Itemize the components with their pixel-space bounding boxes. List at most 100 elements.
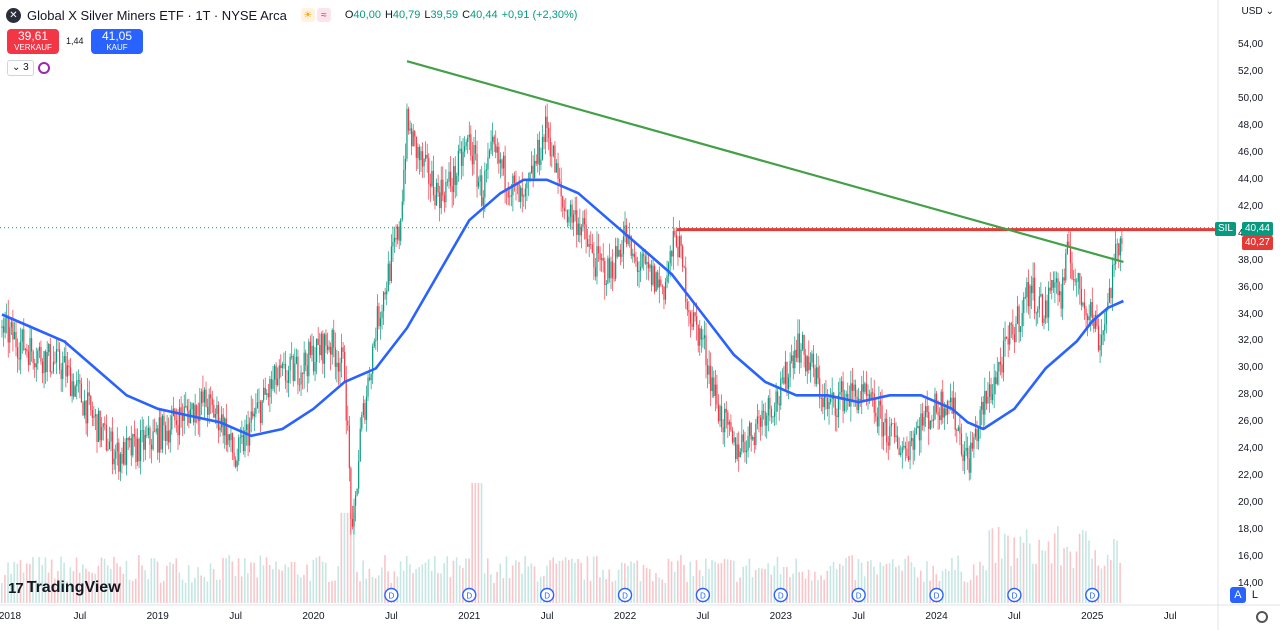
candle-body — [174, 408, 176, 421]
candle-body — [611, 261, 614, 278]
candle-body — [308, 341, 310, 377]
candle-body — [79, 380, 81, 384]
candle-body — [295, 356, 297, 364]
volume-bar — [455, 557, 458, 603]
dividend-marker[interactable]: D — [929, 587, 944, 603]
candle-body — [1066, 241, 1068, 254]
candle-body — [255, 407, 257, 414]
candle-body — [987, 396, 989, 404]
candle-body — [354, 495, 357, 506]
candle-body — [1093, 317, 1095, 329]
candle-body — [428, 158, 430, 184]
candle-body — [1101, 335, 1103, 346]
wave-icon[interactable]: ≈ — [316, 8, 331, 22]
svg-text:D: D — [856, 592, 862, 601]
volume-bar — [1106, 554, 1109, 603]
candle-body — [588, 244, 590, 247]
candle-body — [583, 218, 586, 225]
volume-bar — [222, 557, 224, 603]
candle-body — [889, 426, 891, 446]
candle-body — [448, 171, 450, 182]
candle-body — [488, 150, 491, 158]
candle-body — [107, 449, 109, 451]
candle-body — [649, 264, 651, 269]
candle-body — [956, 429, 958, 431]
dividend-marker[interactable]: D — [1085, 587, 1100, 603]
dividend-marker[interactable]: D — [1007, 587, 1022, 603]
indicator-count-button[interactable]: ⌄ 3 — [7, 60, 34, 76]
candle-body — [35, 363, 37, 368]
volume-bar — [200, 575, 202, 603]
candle-body — [510, 195, 512, 197]
settings-gear-icon[interactable] — [1256, 611, 1268, 623]
candle-body — [851, 383, 854, 391]
volume-bar — [876, 574, 878, 603]
auto-scale-button[interactable]: A — [1229, 587, 1246, 603]
volume-bar — [592, 556, 595, 603]
svg-text:D: D — [622, 592, 628, 601]
volume-bar — [184, 582, 187, 603]
indicator-toggle[interactable]: ⌄ 3 — [7, 60, 50, 76]
candle-body — [957, 427, 959, 431]
candle-body — [1013, 334, 1016, 343]
volume-bar — [845, 558, 847, 603]
sell-button[interactable]: 39,61 VERKAUF — [7, 29, 59, 54]
candle-body — [650, 264, 653, 285]
dividend-marker[interactable]: D — [851, 587, 866, 603]
candle-body — [881, 405, 883, 437]
candle-body — [552, 145, 554, 156]
candle-body — [479, 175, 481, 182]
candle-body — [415, 136, 417, 158]
candle-body — [711, 377, 713, 392]
candle-body — [481, 175, 483, 206]
session-sun-icon[interactable]: ☀ — [300, 8, 315, 22]
volume-bar — [926, 561, 928, 603]
buy-button[interactable]: 41,05 KAUF — [91, 29, 143, 54]
candle-body — [292, 356, 294, 381]
candle-body — [140, 430, 142, 462]
volume-bar — [689, 561, 692, 603]
candle-body — [298, 384, 301, 386]
currency-selector[interactable]: USD ⌄ — [1241, 6, 1274, 17]
dividend-marker[interactable]: D — [539, 587, 555, 603]
candle-body — [439, 192, 441, 209]
dividend-marker[interactable]: D — [462, 587, 477, 603]
volume-bar — [982, 565, 984, 603]
volume-bar — [384, 555, 386, 603]
volume-bar — [374, 578, 377, 603]
candle-body — [239, 437, 241, 439]
volume-bar — [318, 556, 321, 603]
x-tick-label: Jul — [384, 611, 398, 622]
candle-body — [74, 386, 76, 397]
candle-body — [331, 330, 333, 355]
refresh-icon[interactable] — [37, 62, 50, 74]
candle-body — [635, 257, 637, 262]
dividend-marker[interactable]: D — [384, 587, 399, 603]
candle-body — [345, 381, 347, 421]
volume-bar — [421, 564, 424, 603]
volume-bar — [642, 564, 645, 603]
symbol-title[interactable]: Global X Silver Miners ETF · 1T · NYSE A… — [27, 7, 287, 23]
candle-body — [186, 405, 188, 411]
volume-bar — [225, 558, 227, 603]
candle-body — [608, 258, 611, 279]
volume-bar — [979, 561, 981, 603]
candle-body — [319, 345, 321, 356]
dividend-marker[interactable]: D — [773, 587, 788, 603]
candle-body — [884, 418, 886, 423]
candle-body — [420, 151, 422, 161]
candle-body — [682, 246, 684, 267]
trendline — [406, 60, 1124, 264]
candle-body — [837, 394, 840, 418]
dividend-marker[interactable]: D — [695, 587, 711, 603]
candle-body — [1040, 294, 1042, 297]
candle-body — [932, 419, 935, 422]
candle-body — [94, 414, 97, 417]
candle-body — [624, 225, 626, 237]
volume-bar — [564, 557, 567, 603]
log-scale-button[interactable]: L — [1251, 589, 1258, 601]
candle-body — [30, 338, 33, 352]
volume-bar — [175, 558, 178, 603]
dividend-marker[interactable]: D — [617, 587, 633, 603]
